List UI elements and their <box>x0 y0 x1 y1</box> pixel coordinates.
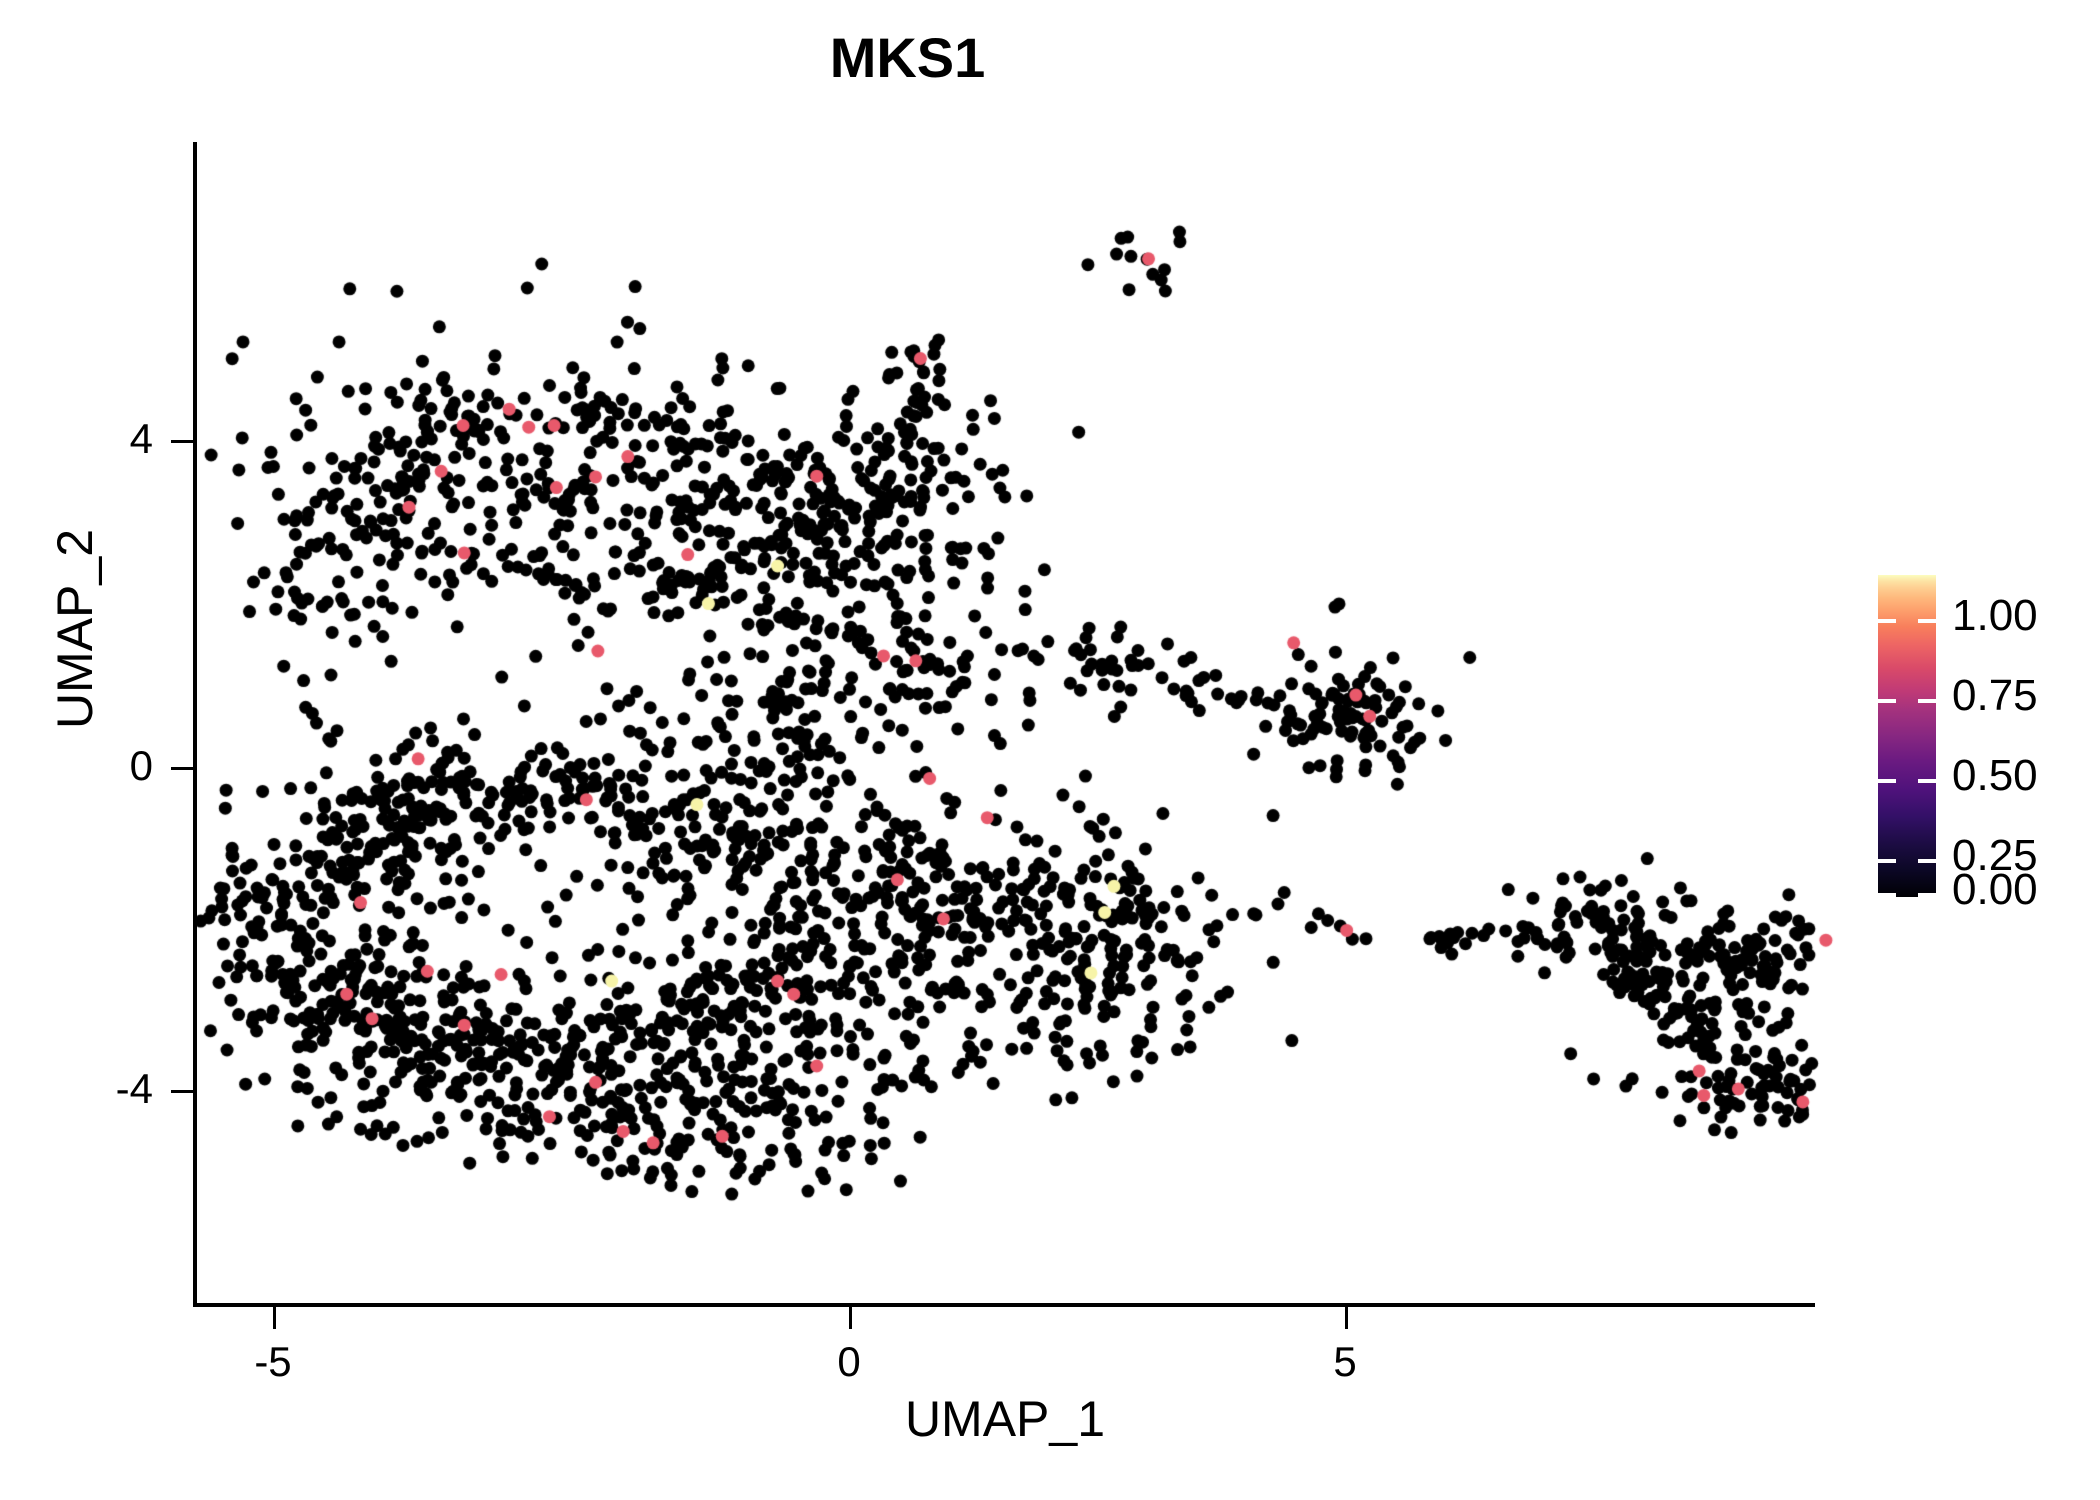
colorbar-tick-050-left <box>1878 779 1896 783</box>
y-tick-0 <box>171 767 193 770</box>
x-tick-label-5: 5 <box>1333 1338 1357 1385</box>
colorbar-gradient <box>1878 575 1936 897</box>
plot-panel <box>195 142 1815 1305</box>
colorbar-legend[interactable]: 1.00 0.75 0.50 0.25 0.00 <box>1878 575 2078 914</box>
colorbar-tick-000-left <box>1878 893 1896 897</box>
x-tick-neg5 <box>273 1307 276 1329</box>
colorbar-tick-100-right <box>1918 619 1936 623</box>
page-title: MKS1 <box>829 26 986 89</box>
colorbar-label-025: 0.25 <box>1952 831 2038 880</box>
x-axis-title: UMAP_1 <box>904 1391 1106 1447</box>
colorbar-tick-025-right <box>1918 859 1936 863</box>
colorbar-tick-025-left <box>1878 859 1896 863</box>
x-axis-line <box>193 1303 1815 1307</box>
x-tick-0 <box>849 1307 852 1329</box>
y-tick-neg4 <box>171 1090 193 1093</box>
colorbar-label-100: 1.00 <box>1952 591 2038 640</box>
colorbar-tick-075-left <box>1878 699 1896 703</box>
colorbar-tick-100-left <box>1878 619 1896 623</box>
y-axis-title: UMAP_2 <box>47 528 103 730</box>
y-tick-label-neg4: -4 <box>115 1065 153 1112</box>
colorbar-label-050: 0.50 <box>1952 751 2038 800</box>
colorbar-tick-000-right <box>1918 893 1936 897</box>
x-tick-5 <box>1345 1307 1348 1329</box>
colorbar-label-000: 0.00 <box>1952 865 2038 914</box>
y-tick-label-4: 4 <box>129 415 153 462</box>
x-tick-label-neg5: -5 <box>254 1338 292 1385</box>
colorbar-label-075: 0.75 <box>1952 671 2038 720</box>
colorbar-tick-050-right <box>1918 779 1936 783</box>
colorbar-tick-075-right <box>1918 699 1936 703</box>
y-tick-label-0: 0 <box>129 742 153 789</box>
y-tick-4 <box>171 440 193 443</box>
x-tick-label-0: 0 <box>837 1338 861 1385</box>
y-axis-line <box>193 142 197 1307</box>
